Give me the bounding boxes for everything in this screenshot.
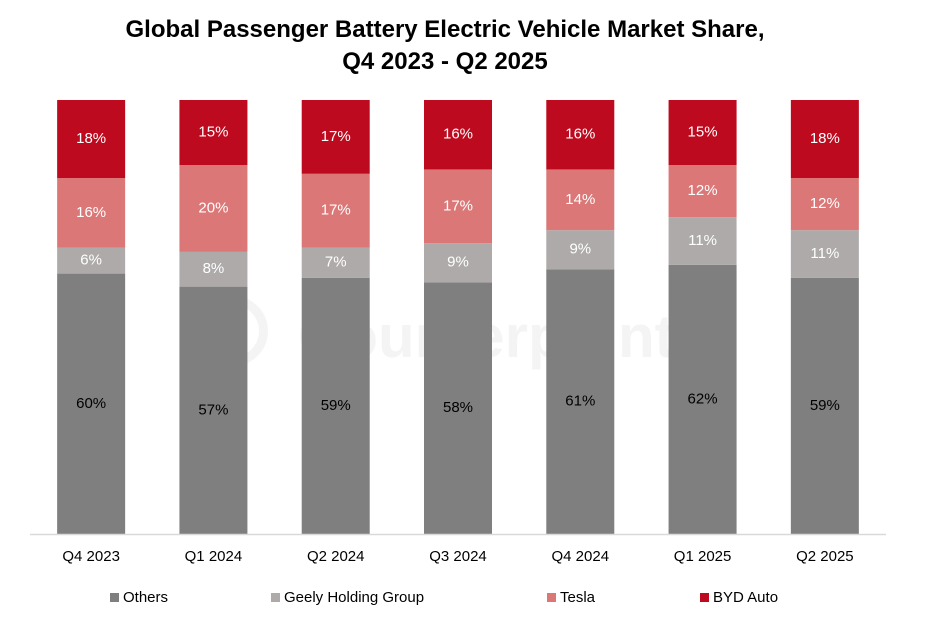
data-label: 58%: [443, 399, 473, 416]
bar-segment-geely-holding-group: [790, 230, 859, 278]
bar-segment-geely-holding-group: [668, 217, 737, 265]
x-tick-label: Q4 2023: [62, 548, 120, 565]
bar-segment-others: [790, 277, 859, 534]
x-tick-label: Q2 2024: [307, 548, 365, 565]
data-label: 62%: [688, 390, 718, 407]
bar-segment-others: [546, 269, 615, 534]
bar-segment-others: [301, 277, 370, 534]
data-label: 61%: [565, 393, 595, 410]
bar-segment-tesla: [424, 169, 492, 244]
data-label: 14%: [565, 191, 595, 208]
bar-segment-geely-holding-group: [301, 247, 370, 278]
x-tick-label: Q1 2024: [185, 548, 243, 565]
data-label: 57%: [198, 401, 228, 418]
data-label: 9%: [447, 254, 469, 271]
bar-segment-tesla: [179, 165, 248, 252]
bar-segment-tesla: [546, 169, 615, 231]
x-tick-label: Q1 2025: [674, 548, 732, 565]
legend-swatch-icon: [110, 593, 119, 602]
legend-label: Tesla: [560, 589, 596, 606]
legend-swatch-icon: [271, 593, 280, 602]
bar-segment-geely-holding-group: [57, 247, 126, 274]
legend-label: BYD Auto: [713, 589, 779, 606]
legend-item-geely-holding-group: Geely Holding Group: [271, 589, 424, 606]
data-label: 11%: [688, 232, 717, 249]
data-label: 16%: [443, 126, 473, 143]
bar-segment-byd-auto: [301, 100, 370, 174]
legend-item-others: Others: [110, 589, 168, 606]
bar-segment-byd-auto: [57, 100, 126, 179]
data-label: 15%: [198, 124, 228, 141]
bar-segment-geely-holding-group: [546, 230, 615, 270]
bar-segment-others: [57, 273, 126, 534]
data-label: 9%: [569, 241, 591, 258]
data-label: 18%: [76, 130, 106, 147]
bar-segment-byd-auto: [424, 100, 492, 170]
bar-segment-others: [179, 286, 248, 534]
chart-subtitle: Q4 2023 - Q2 2025: [342, 48, 548, 75]
x-tick-labels: Q4 2023 Q1 2024 Q2 2024 Q3 2024 Q4 2024 Q1 20…: [62, 548, 853, 565]
data-label: 59%: [810, 397, 840, 414]
data-label: 8%: [203, 260, 225, 277]
bar-segment-byd-auto: [790, 100, 859, 179]
bar-segment-byd-auto: [179, 100, 248, 166]
data-label: 12%: [688, 182, 718, 199]
data-label: 59%: [321, 397, 351, 414]
data-label: 16%: [76, 204, 106, 221]
legend-swatch-icon: [700, 593, 709, 602]
legend-item-tesla: Tesla: [547, 589, 595, 606]
bar-segment-geely-holding-group: [179, 251, 248, 287]
data-label: 6%: [80, 252, 102, 269]
legend-label: Geely Holding Group: [284, 589, 425, 606]
bar-segment-tesla: [301, 173, 370, 248]
legend-label: Others: [123, 589, 169, 606]
x-tick-label: Q4 2024: [552, 548, 610, 565]
chart-title-line1: Global Passenger Battery Electric Vehicl…: [125, 16, 765, 43]
bar-segment-others: [424, 282, 492, 534]
bar-segment-tesla: [57, 178, 126, 248]
data-label: 18%: [810, 130, 840, 147]
x-tick-label: Q3 2024: [429, 548, 487, 565]
bar-segment-geely-holding-group: [424, 243, 492, 283]
data-label: 17%: [443, 197, 473, 214]
data-label: 7%: [325, 254, 347, 271]
bar-segment-others: [668, 264, 737, 534]
data-label: 15%: [688, 124, 718, 141]
data-label: 17%: [321, 202, 351, 219]
x-tick-label: Q2 2025: [796, 548, 854, 565]
bar-segment-tesla: [668, 165, 737, 218]
bars-group: 60% 6% 16% 18% 57% 8% 20% 15% 59% 7% 17% 17% 58% 9% 17…: [57, 100, 859, 534]
bar-segment-byd-auto: [546, 100, 615, 170]
bar-segment-tesla: [790, 178, 859, 231]
legend-swatch-icon: [547, 593, 556, 602]
data-label: 60%: [76, 395, 106, 412]
legend-item-byd-auto: BYD Auto: [700, 589, 778, 606]
chart-title: Global Passenger Battery Electric Vehicl…: [0, 14, 890, 78]
data-label: 11%: [810, 245, 839, 262]
legend: Others Geely Holding Group Tesla BYD Auto: [0, 589, 946, 613]
data-label: 12%: [810, 195, 840, 212]
data-label: 20%: [198, 199, 228, 216]
bar-segment-byd-auto: [668, 100, 737, 166]
data-label: 17%: [321, 128, 351, 145]
data-label: 16%: [565, 126, 595, 143]
